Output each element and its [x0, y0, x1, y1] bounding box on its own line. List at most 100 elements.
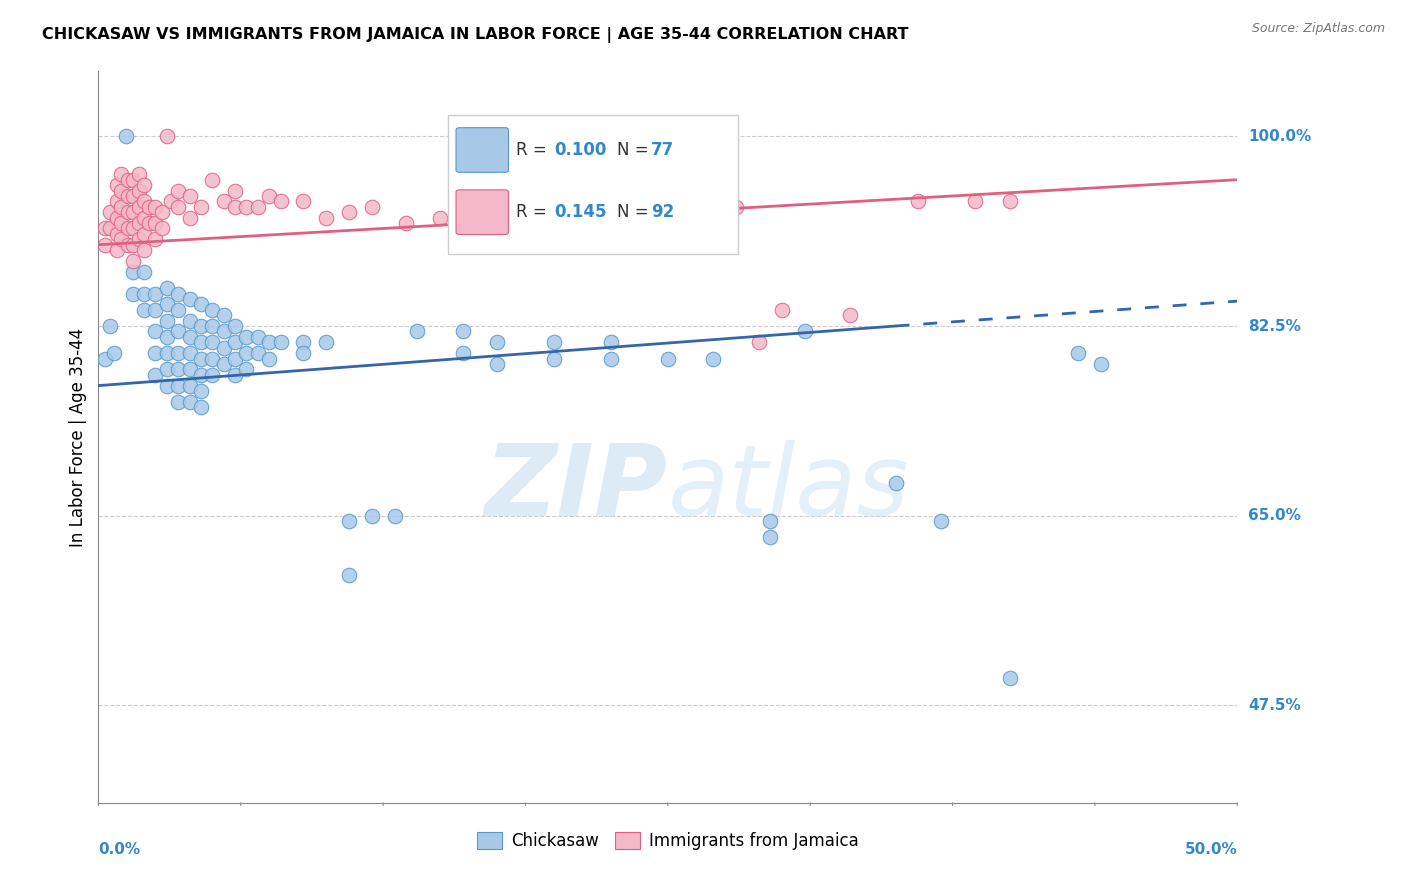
Point [965, 194, 987, 209]
Point [498, 194, 520, 209]
Point [474, 205, 496, 219]
Point [246, 200, 269, 214]
Legend: Chickasaw, Immigrants from Jamaica: Chickasaw, Immigrants from Jamaica [471, 825, 865, 856]
Point [121, 254, 143, 268]
Point [167, 325, 190, 339]
Point [138, 216, 160, 230]
Point [292, 346, 315, 360]
Point [406, 325, 429, 339]
Point [145, 200, 167, 214]
Point [179, 211, 201, 225]
Point [1067, 346, 1090, 360]
Point [543, 351, 565, 366]
Point [167, 362, 190, 376]
Point [145, 302, 167, 317]
Point [132, 243, 155, 257]
Point [150, 205, 173, 219]
Point [337, 568, 360, 582]
Point [235, 346, 257, 360]
Text: ZIP: ZIP [485, 440, 668, 537]
Point [156, 378, 179, 392]
Point [793, 325, 815, 339]
Point [145, 286, 167, 301]
Point [190, 401, 212, 415]
Point [190, 384, 212, 398]
Point [167, 286, 190, 301]
Text: 0.145: 0.145 [554, 202, 606, 221]
Point [246, 346, 269, 360]
Point [235, 330, 257, 344]
Point [138, 200, 160, 214]
Point [486, 357, 509, 371]
Point [145, 346, 167, 360]
Point [117, 237, 139, 252]
Point [132, 211, 155, 225]
Point [145, 232, 167, 246]
Point [117, 172, 139, 186]
Point [132, 302, 155, 317]
Point [167, 346, 190, 360]
Point [145, 368, 167, 382]
Point [1090, 357, 1112, 371]
Point [212, 341, 235, 355]
Point [110, 232, 132, 246]
Point [114, 129, 136, 144]
Point [110, 167, 132, 181]
Text: N =: N = [617, 141, 654, 159]
Point [190, 297, 212, 311]
Point [907, 194, 929, 209]
Point [179, 189, 201, 203]
Point [201, 335, 224, 350]
Point [145, 325, 167, 339]
Point [179, 362, 201, 376]
Point [384, 508, 406, 523]
Point [634, 194, 657, 209]
Point [98, 205, 121, 219]
Text: 50.0%: 50.0% [1184, 842, 1237, 856]
Point [929, 514, 952, 528]
Text: atlas: atlas [668, 440, 910, 537]
Point [702, 351, 724, 366]
Point [259, 189, 281, 203]
Point [98, 318, 121, 333]
Point [121, 265, 143, 279]
Point [600, 194, 623, 209]
Point [190, 335, 212, 350]
Point [105, 178, 128, 193]
Point [150, 221, 173, 235]
Point [160, 194, 183, 209]
Point [451, 325, 474, 339]
Point [156, 313, 179, 327]
Point [259, 335, 281, 350]
Point [190, 318, 212, 333]
Point [270, 335, 292, 350]
Point [668, 200, 690, 214]
Point [105, 227, 128, 241]
Point [156, 330, 179, 344]
Point [770, 302, 793, 317]
Point [145, 216, 167, 230]
Point [759, 514, 782, 528]
Point [315, 211, 337, 225]
Point [105, 211, 128, 225]
Point [600, 335, 623, 350]
Point [315, 335, 337, 350]
FancyBboxPatch shape [456, 190, 509, 235]
Point [201, 318, 224, 333]
Text: Source: ZipAtlas.com: Source: ZipAtlas.com [1251, 22, 1385, 36]
Point [292, 194, 315, 209]
Point [103, 346, 125, 360]
Point [167, 395, 190, 409]
Point [179, 292, 201, 306]
Point [128, 232, 150, 246]
Point [156, 281, 179, 295]
Point [110, 216, 132, 230]
Point [212, 194, 235, 209]
Text: 0.100: 0.100 [554, 141, 606, 159]
Text: 82.5%: 82.5% [1249, 318, 1302, 334]
Point [429, 211, 451, 225]
Point [156, 129, 179, 144]
Point [270, 194, 292, 209]
Point [839, 308, 862, 322]
Point [110, 184, 132, 198]
